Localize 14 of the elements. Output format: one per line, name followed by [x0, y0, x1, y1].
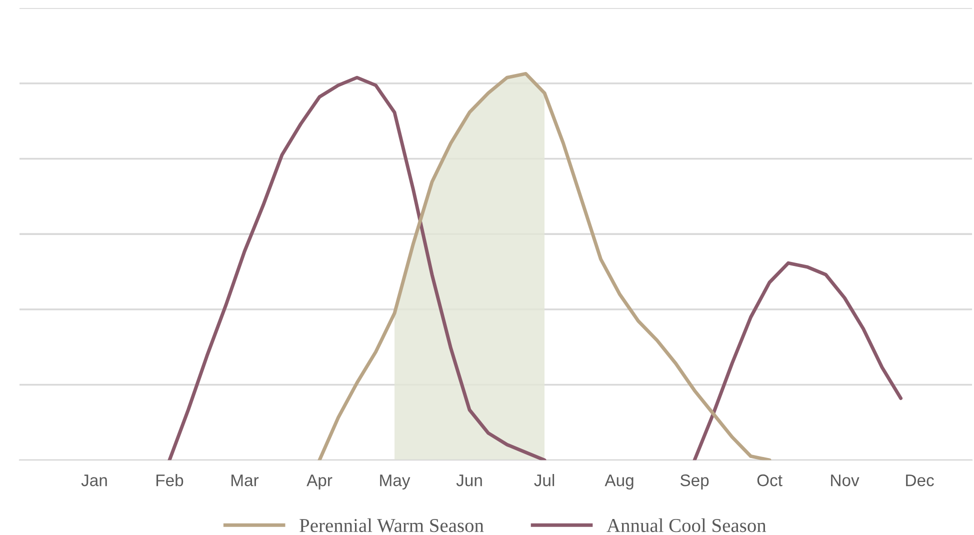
x-tick-label: Feb	[156, 474, 184, 486]
x-tick-label: Nov	[831, 474, 860, 486]
x-tick-label: Aug	[604, 474, 634, 490]
x-tick-label: Jul	[534, 474, 554, 486]
x-tick-label: Mar	[232, 474, 259, 486]
legend-label: Perennial Warm Season	[300, 518, 484, 532]
x-tick-label: Sep	[680, 474, 709, 490]
x-tick-label: Jan	[81, 474, 107, 486]
x-tick-label: Dec	[906, 474, 934, 486]
x-tick-label: Oct	[757, 474, 782, 486]
legend-label: Annual Cool Season	[606, 518, 766, 532]
x-tick-label: May	[380, 474, 410, 490]
x-tick-label: Apr	[306, 474, 332, 490]
x-tick-label: Jun	[456, 474, 482, 486]
